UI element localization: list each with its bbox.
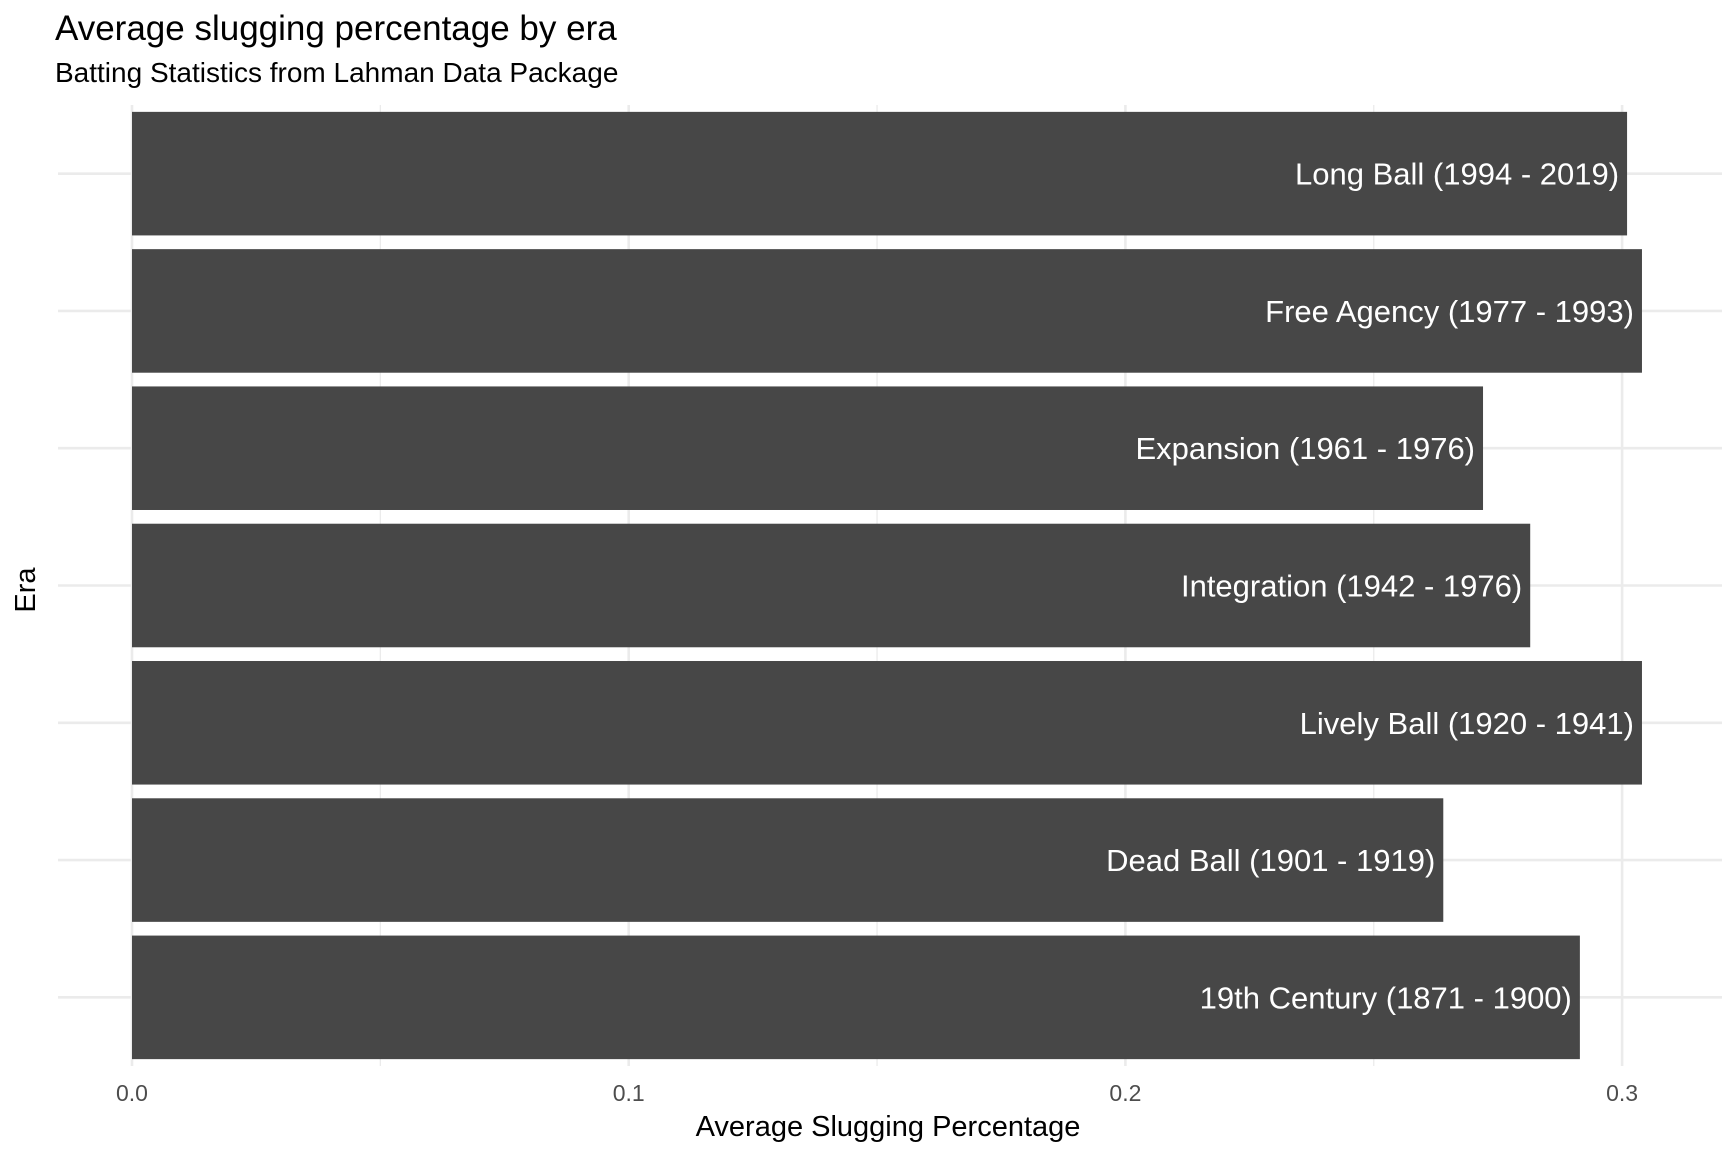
bar [132,661,1642,785]
x-tick-label: 0.3 [1606,1080,1638,1106]
x-axis-title: Average Slugging Percentage [696,1111,1081,1143]
x-tick-label: 0.2 [1109,1080,1141,1106]
y-axis-title: Era [10,567,42,613]
bar [132,249,1642,373]
bar-label: Lively Ball (1920 - 1941) [1300,706,1634,741]
chart-title: Average slugging percentage by era [55,9,617,48]
chart-subtitle: Batting Statistics from Lahman Data Pack… [55,57,618,88]
bar [132,935,1580,1060]
x-tick-label: 0.1 [613,1080,645,1106]
bar [132,386,1484,510]
bar [132,798,1444,922]
bar [132,523,1531,648]
bar-label: Dead Ball (1901 - 1919) [1106,843,1435,878]
bar [132,111,1628,236]
bar-label: Expansion (1961 - 1976) [1136,431,1476,466]
x-tick-layer: 0.0 0.1 0.2 0.3 [116,1080,1638,1106]
bar-layer: 19th Century (1871 - 1900) Dead Ball (190… [132,111,1642,1060]
bar-label: Long Ball (1994 - 2019) [1295,157,1619,192]
bar-label: Free Agency (1977 - 1993) [1265,294,1634,329]
bar-label: 19th Century (1871 - 1900) [1200,980,1572,1015]
bar-label: Integration (1942 - 1976) [1181,569,1522,604]
x-tick-label: 0.0 [116,1080,148,1106]
